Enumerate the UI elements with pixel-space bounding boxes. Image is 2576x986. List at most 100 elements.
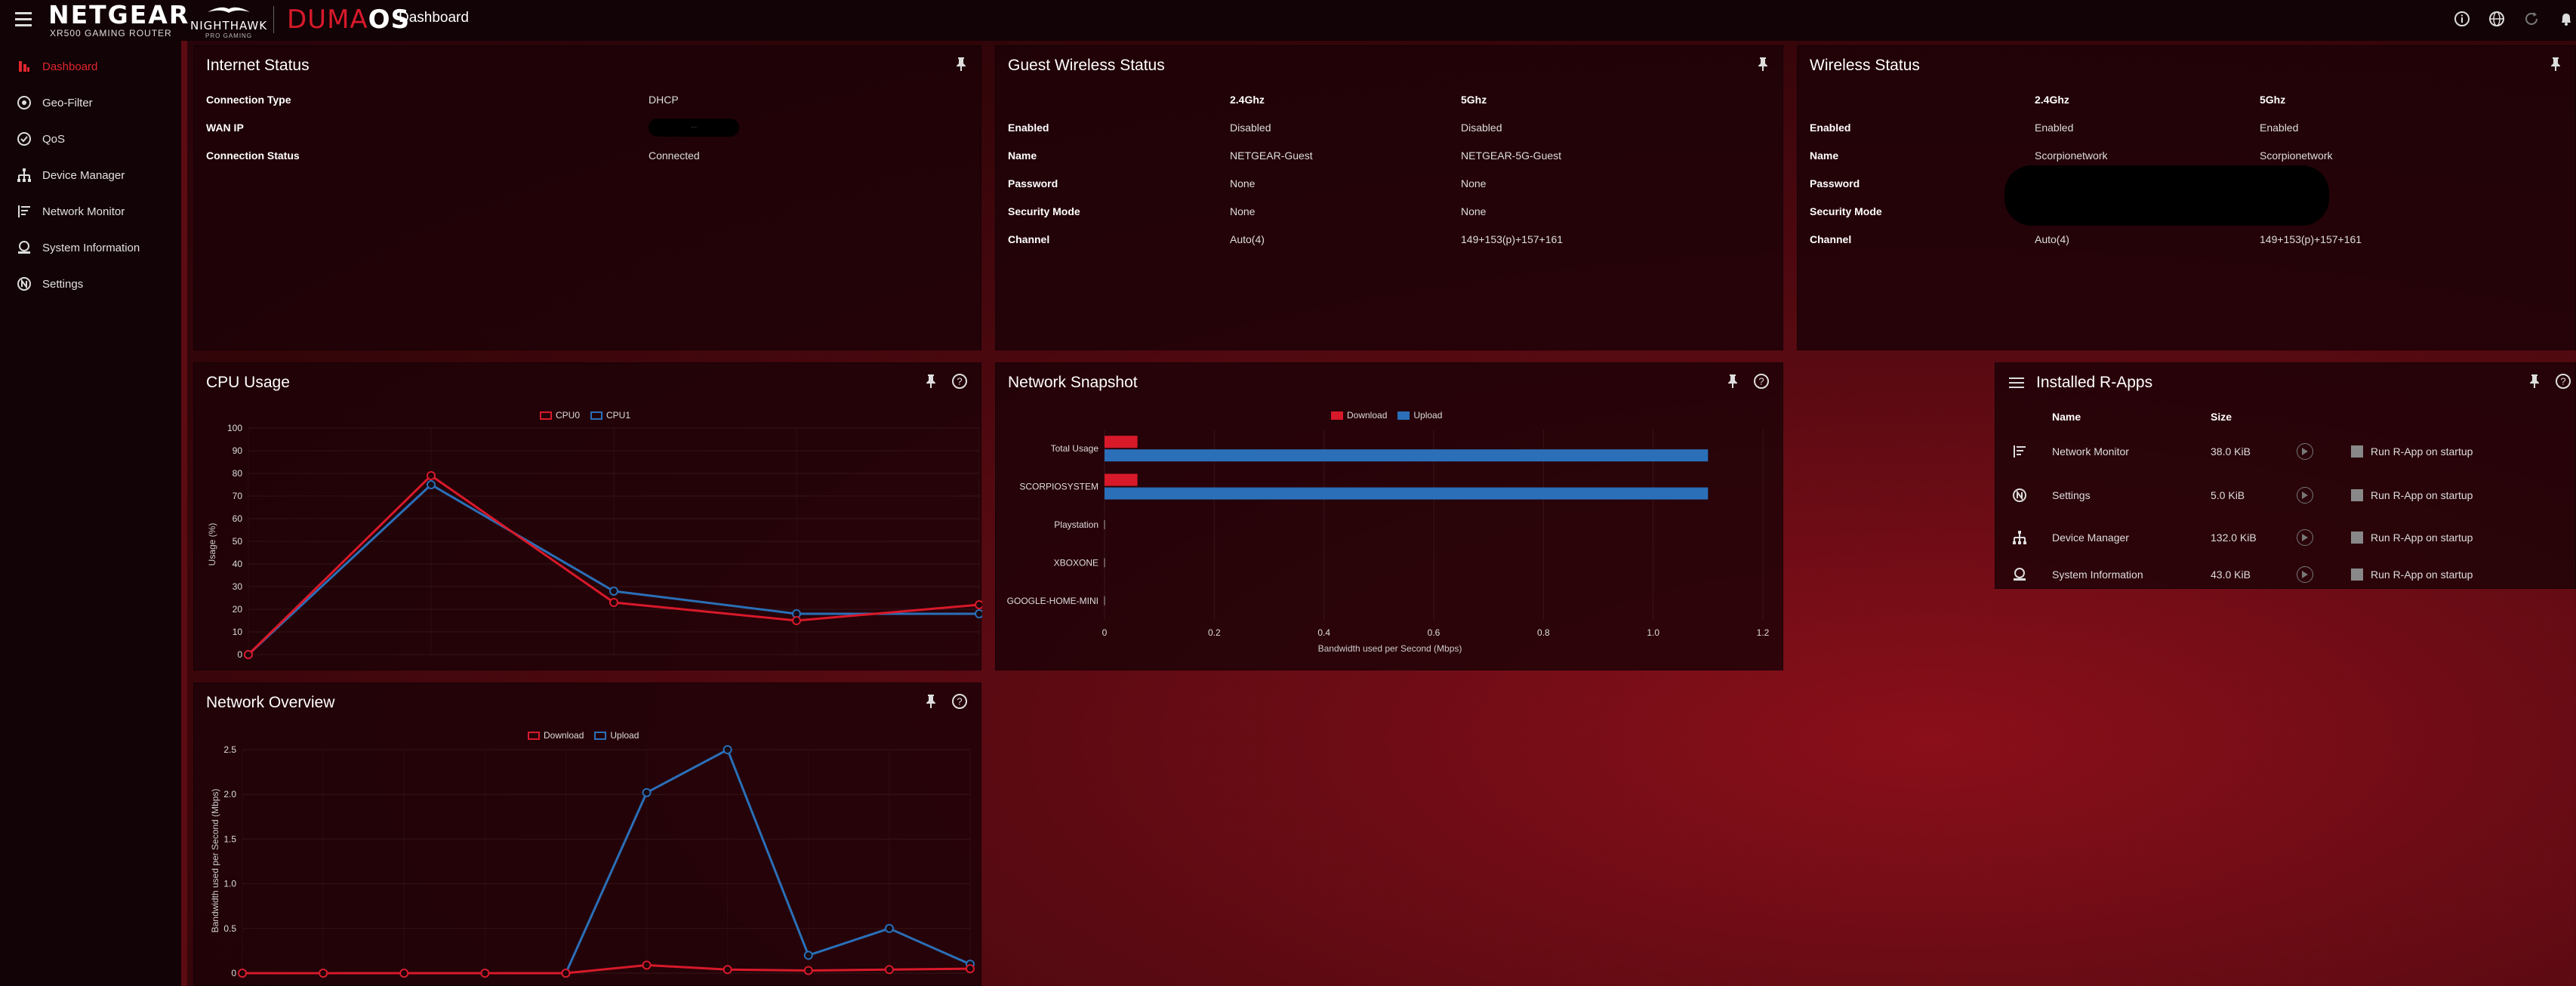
- svg-text:?: ?: [1758, 376, 1764, 387]
- row-key: Name: [1008, 149, 1037, 162]
- startup-checkbox[interactable]: [2351, 445, 2363, 458]
- refresh-icon[interactable]: [2522, 9, 2541, 29]
- sidebar-item-label: Dashboard: [42, 60, 98, 73]
- help-icon[interactable]: ?: [1752, 372, 1770, 390]
- data-point: [238, 969, 247, 978]
- legend-item-download: Download: [1331, 410, 1387, 421]
- brand-subtitle: XR500 GAMING ROUTER: [50, 28, 172, 39]
- data-point: [975, 600, 982, 609]
- play-icon[interactable]: [2297, 566, 2313, 583]
- pin-icon[interactable]: [922, 372, 940, 390]
- help-icon[interactable]: ?: [951, 692, 969, 710]
- pin-icon[interactable]: [1754, 55, 1772, 73]
- pin-icon[interactable]: [2547, 55, 2565, 73]
- row-key: Security Mode: [1810, 205, 1882, 217]
- data-point: [723, 965, 732, 975]
- y-axis-label: Bandwidth used per Second (Mbps): [210, 789, 220, 933]
- legend-label: CPU1: [606, 410, 631, 421]
- top-bar: NETGEAR XR500 GAMING ROUTER NIGHTHAWK PR…: [0, 0, 2576, 41]
- table-row: Connection Type DHCP: [206, 85, 739, 113]
- data-point: [792, 616, 801, 625]
- list-icon[interactable]: [2009, 377, 2024, 393]
- sidebar-item-qos[interactable]: QoS: [0, 121, 181, 157]
- category-label: XBOXONE: [1054, 557, 1098, 568]
- card-title: Guest Wireless Status: [1008, 57, 1165, 74]
- startup-checkbox[interactable]: [2351, 568, 2363, 581]
- info-icon[interactable]: [2452, 9, 2472, 29]
- cpu-usage-card: CPU Usage ? CPU0 CPU1 Usage (%) 0 10 20 30 4…: [193, 362, 982, 670]
- play-icon[interactable]: [2297, 443, 2313, 460]
- table-header-row: 2.4Ghz 5Ghz: [1008, 85, 1563, 113]
- sidebar-item-network-monitor[interactable]: Network Monitor: [0, 193, 181, 230]
- y-tick-label: 50: [233, 536, 243, 547]
- sidebar-item-device-manager[interactable]: Device Manager: [0, 157, 181, 193]
- menu-icon[interactable]: [15, 12, 32, 27]
- card-title: Wireless Status: [1810, 57, 1920, 74]
- globe-icon[interactable]: [2487, 9, 2507, 29]
- row-value: Disabled: [1461, 121, 1502, 134]
- startup-checkbox[interactable]: [2351, 489, 2363, 501]
- legend-item-cpu0: CPU0: [540, 410, 580, 421]
- sidebar-item-geo-filter[interactable]: Geo-Filter: [0, 85, 181, 121]
- pin-icon[interactable]: [922, 692, 940, 710]
- svg-text:?: ?: [957, 376, 962, 387]
- rapp-size: 132.0 KiB: [2211, 532, 2257, 544]
- card-title: Network Overview: [206, 694, 335, 711]
- row-value: NETGEAR-5G-Guest: [1461, 149, 1562, 162]
- run-on-startup-label: Run R-App on startup: [2371, 568, 2473, 581]
- network-snapshot-card: Network Snapshot ? Download Upload Bandw…: [995, 362, 1783, 670]
- y-tick-label: 40: [233, 559, 243, 569]
- internet-status-card: Internet Status Connection Type DHCP WAN…: [193, 45, 981, 350]
- row-value: Connected: [649, 149, 700, 162]
- cpu-usage-chart: Usage (%) 0 10 20 30 40 50 60 70 80 90 100: [207, 423, 982, 660]
- row-value: Auto(4): [2035, 233, 2069, 245]
- play-icon[interactable]: [2297, 487, 2313, 504]
- play-icon[interactable]: [2297, 529, 2313, 546]
- help-icon[interactable]: ?: [2554, 372, 2572, 390]
- data-point: [884, 923, 894, 933]
- row-key: Connection Type: [206, 93, 291, 106]
- y-tick-label: 2.0: [223, 789, 236, 800]
- sidebar-item-dashboard[interactable]: Dashboard: [0, 48, 181, 85]
- qos-icon: [15, 130, 33, 148]
- sidebar-item-system-information[interactable]: System Information: [0, 230, 181, 266]
- bell-icon[interactable]: [2556, 9, 2576, 29]
- netgear-logo: NETGEAR XR500 GAMING ROUTER: [48, 2, 190, 39]
- chart-legend: CPU0 CPU1: [540, 410, 630, 421]
- data-point: [561, 969, 571, 978]
- table-header-row: 2.4Ghz 5Ghz: [1810, 85, 2362, 113]
- data-point: [427, 471, 436, 480]
- legend-label: Upload: [610, 730, 639, 741]
- y-tick-label: 20: [233, 604, 243, 615]
- help-icon[interactable]: ?: [951, 372, 969, 390]
- data-point: [427, 480, 436, 489]
- rapp-name: Settings: [2052, 489, 2091, 501]
- sidebar-item-label: Geo-Filter: [42, 96, 93, 109]
- legend-label: Download: [1347, 410, 1388, 421]
- column-header: 2.4Ghz: [1230, 93, 1265, 106]
- row-key: Channel: [1810, 233, 1852, 245]
- settings-icon: [2010, 485, 2029, 505]
- row-key: Enabled: [1810, 121, 1851, 134]
- sidebar-item-label: Device Manager: [42, 168, 125, 182]
- device-manager-icon: [2010, 528, 2029, 547]
- pin-icon[interactable]: [1724, 372, 1742, 390]
- chart-legend: Download Upload: [528, 730, 639, 741]
- header-divider: [273, 6, 274, 33]
- list-item: Device Manager 132.0 KiB Run R-App on st…: [1999, 516, 2576, 559]
- row-value: Enabled: [2035, 121, 2074, 134]
- data-point: [966, 964, 975, 974]
- y-axis-label: Usage (%): [207, 523, 217, 566]
- network-overview-chart: Bandwidth used per Second (Mbps) 0 0.5 1.0…: [210, 744, 975, 978]
- pin-icon[interactable]: [952, 55, 970, 73]
- data-point: [609, 598, 618, 607]
- sidebar-edge: [181, 41, 187, 986]
- table-row: Name Scorpionetwork Scorpionetwork: [1810, 141, 2362, 169]
- sidebar-item-settings[interactable]: Settings: [0, 266, 181, 302]
- category-label: SCORPIOSYSTEM: [1019, 482, 1098, 492]
- pin-icon[interactable]: [2525, 372, 2544, 390]
- startup-checkbox[interactable]: [2351, 532, 2363, 544]
- row-value: Disabled: [1230, 121, 1271, 134]
- y-tick-label: 2.5: [223, 744, 236, 755]
- row-key: Channel: [1008, 233, 1050, 245]
